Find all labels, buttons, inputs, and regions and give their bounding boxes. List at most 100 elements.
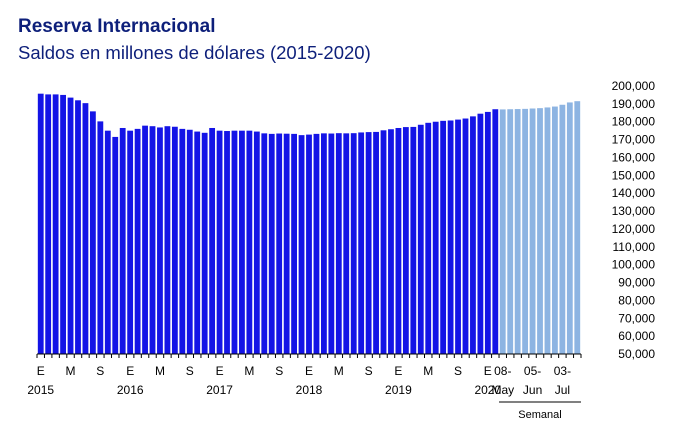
bar-monthly-3 xyxy=(60,94,66,355)
bar-monthly-4 xyxy=(67,97,74,355)
x-month-label: E xyxy=(126,364,134,378)
bar-monthly-23 xyxy=(209,127,216,355)
bar-monthly-29 xyxy=(253,131,260,354)
x-week-day-label: 05- xyxy=(524,364,541,378)
bar-monthly-42 xyxy=(350,133,357,354)
y-tick-label: 190,000 xyxy=(612,97,656,111)
bar-monthly-21 xyxy=(194,131,201,354)
bar-monthly-0 xyxy=(37,93,44,355)
bar-monthly-59 xyxy=(477,113,484,354)
x-month-label: E xyxy=(216,364,224,378)
bar-weekly-63 xyxy=(507,109,514,354)
bar-monthly-40 xyxy=(335,133,342,354)
x-month-label: M xyxy=(155,364,165,378)
bar-monthly-12 xyxy=(127,130,134,354)
bar-weekly-62 xyxy=(499,109,506,354)
x-year-label: 2016 xyxy=(117,383,144,397)
bar-monthly-13 xyxy=(134,128,141,354)
bar-monthly-24 xyxy=(216,130,223,354)
bar-monthly-26 xyxy=(231,130,238,354)
y-tick-label: 110,000 xyxy=(613,240,656,254)
bar-weekly-72 xyxy=(574,101,581,354)
bar-monthly-36 xyxy=(306,134,312,354)
bar-monthly-19 xyxy=(179,128,186,354)
bar-monthly-46 xyxy=(380,130,387,354)
bar-monthly-32 xyxy=(276,133,283,354)
y-tick-label: 170,000 xyxy=(612,133,656,147)
x-week-month-label: Jul xyxy=(555,383,570,397)
x-month-label: S xyxy=(454,364,462,378)
x-year-label: 2018 xyxy=(296,383,323,397)
bar-monthly-54 xyxy=(440,120,447,354)
x-month-label: M xyxy=(244,364,254,378)
bar-weekly-67 xyxy=(537,108,543,355)
x-month-label: S xyxy=(96,364,104,378)
y-tick-label: 150,000 xyxy=(612,168,656,182)
bar-weekly-71 xyxy=(566,102,573,354)
bar-monthly-51 xyxy=(417,124,424,355)
bar-monthly-47 xyxy=(388,129,394,354)
bar-monthly-55 xyxy=(447,120,454,354)
x-year-label: 2019 xyxy=(385,383,412,397)
bar-monthly-22 xyxy=(201,132,208,354)
bar-monthly-25 xyxy=(224,131,230,354)
bar-monthly-52 xyxy=(425,122,432,354)
y-tick-label: 100,000 xyxy=(612,258,656,272)
bar-monthly-48 xyxy=(395,127,402,355)
y-tick-label: 70,000 xyxy=(618,311,655,325)
bar-monthly-2 xyxy=(52,94,59,355)
bar-monthly-27 xyxy=(239,130,245,354)
bar-monthly-41 xyxy=(343,133,350,354)
bar-monthly-31 xyxy=(268,133,275,354)
bar-monthly-50 xyxy=(410,126,417,354)
y-tick-label: 130,000 xyxy=(612,204,656,218)
bar-monthly-45 xyxy=(373,131,379,354)
bar-weekly-70 xyxy=(559,104,566,354)
y-tick-label: 90,000 xyxy=(618,276,655,290)
bar-monthly-14 xyxy=(142,125,148,354)
bar-monthly-16 xyxy=(157,127,163,354)
x-labels-group: E M S E M S E M S E M S E M S E 2015 2016 2017 2018 2019 2020… xyxy=(27,364,571,397)
bar-monthly-1 xyxy=(45,94,52,355)
bar-monthly-43 xyxy=(358,132,365,354)
x-week-month-label: May xyxy=(491,383,514,397)
bar-monthly-15 xyxy=(149,126,156,354)
bar-monthly-56 xyxy=(455,119,461,354)
bar-monthly-6 xyxy=(82,103,89,355)
bar-monthly-11 xyxy=(119,127,126,355)
bar-monthly-58 xyxy=(470,116,476,355)
bar-monthly-38 xyxy=(321,133,327,354)
bar-weekly-69 xyxy=(552,106,558,354)
x-month-label: M xyxy=(66,364,76,378)
x-month-label: S xyxy=(275,364,283,378)
y-tick-label: 120,000 xyxy=(612,222,656,236)
x-year-label: 2020 xyxy=(474,383,501,397)
y-tick-label: 60,000 xyxy=(618,329,655,343)
bar-monthly-57 xyxy=(462,118,469,355)
bar-monthly-60 xyxy=(484,111,491,354)
bar-weekly-65 xyxy=(522,108,529,355)
bar-monthly-28 xyxy=(246,130,253,354)
bar-monthly-39 xyxy=(328,133,335,354)
x-month-label: E xyxy=(484,364,492,378)
bar-monthly-35 xyxy=(298,135,305,354)
y-tick-label: 160,000 xyxy=(612,151,656,165)
bar-monthly-9 xyxy=(104,130,111,354)
bar-monthly-30 xyxy=(261,133,268,354)
bar-weekly-64 xyxy=(514,109,521,354)
x-year-label: 2015 xyxy=(27,383,54,397)
y-tick-label: 200,000 xyxy=(612,79,656,93)
bar-monthly-37 xyxy=(313,133,320,354)
x-month-label: M xyxy=(334,364,344,378)
y-tick-label: 140,000 xyxy=(612,186,656,200)
semanal-label: Semanal xyxy=(518,409,561,421)
x-month-label: S xyxy=(186,364,194,378)
y-tick-label: 50,000 xyxy=(618,347,655,361)
bar-monthly-53 xyxy=(432,121,439,354)
chart-subtitle: Saldos en millones de dólares (2015-2020… xyxy=(18,42,371,63)
x-month-label: E xyxy=(394,364,402,378)
y-labels-group: 50,000 60,000 70,000 80,000 90,000 100,000 110… xyxy=(612,79,656,361)
x-month-label: E xyxy=(305,364,313,378)
bar-monthly-34 xyxy=(291,133,297,354)
bar-monthly-49 xyxy=(402,127,409,354)
